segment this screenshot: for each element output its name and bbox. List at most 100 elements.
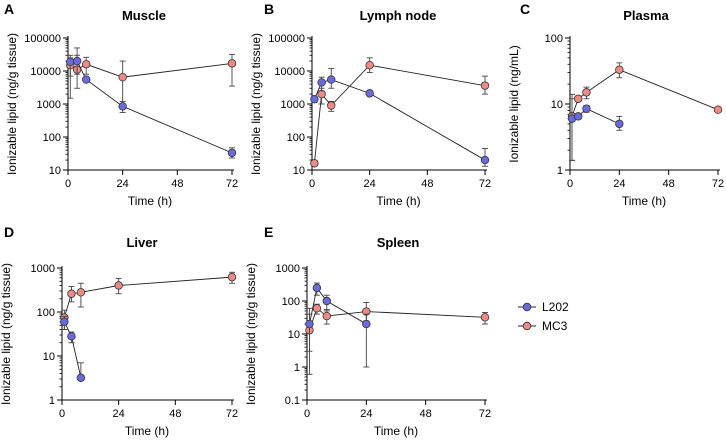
x-tick-label: 24 — [117, 178, 129, 190]
data-point — [227, 148, 237, 158]
legend-label: L202 — [542, 300, 569, 314]
y-tick-label: 10 — [293, 165, 305, 177]
data-point — [76, 288, 86, 297]
series-line — [571, 69, 719, 117]
x-tick-label: 0 — [304, 408, 310, 420]
x-axis-label: Time (h) — [374, 424, 418, 438]
y-tick-label: 10000 — [30, 66, 61, 78]
x-tick-label: 24 — [360, 408, 372, 420]
y-tick-label: 100 — [37, 307, 55, 319]
data-point — [582, 104, 591, 113]
panel-title: Liver — [126, 235, 157, 250]
x-tick-label: 24 — [113, 408, 125, 420]
y-tick-label: 100000 — [24, 33, 61, 45]
data-point — [582, 88, 591, 97]
y-tick-label: 1000 — [281, 99, 305, 111]
data-point — [118, 102, 127, 111]
y-tick-label: 100 — [287, 132, 305, 144]
data-point — [365, 60, 374, 70]
data-point — [312, 283, 322, 293]
y-axis-label: Ionizable lipid (ng/g tissue) — [244, 263, 258, 405]
y-axis-label: Ionizable lipid (ng/g tissue) — [0, 263, 13, 405]
data-point — [67, 332, 76, 341]
panel-letter: D — [4, 224, 14, 240]
x-tick-label: 0 — [59, 408, 65, 420]
y-tick-label: 1 — [49, 395, 55, 407]
data-point — [362, 319, 371, 329]
y-tick-label: 1000 — [31, 263, 55, 275]
data-point — [118, 72, 127, 82]
series-line — [63, 321, 82, 378]
data-point — [76, 373, 86, 382]
y-tick-label: 10 — [43, 351, 55, 363]
panel-letter: B — [264, 1, 274, 17]
series-l202 — [310, 67, 490, 167]
panel-a: A Muscle 10 100 1000 10000 100000 0 24 48 72 Time (… — [4, 1, 238, 208]
data-point — [305, 319, 314, 329]
series-l202 — [60, 315, 86, 382]
y-tick-label: 10 — [551, 99, 563, 111]
y-tick-label: 1000 — [276, 263, 300, 275]
series-mc3 — [66, 47, 237, 105]
x-tick-label: 24 — [613, 178, 625, 190]
y-tick-label: 100 — [282, 296, 300, 308]
series-line — [63, 276, 233, 318]
data-point — [365, 89, 374, 98]
y-tick-label: 1 — [294, 362, 300, 374]
data-point — [322, 311, 331, 321]
y-tick-label: 10 — [288, 329, 300, 341]
series-mc3 — [567, 62, 723, 161]
x-tick-label: 0 — [309, 178, 315, 190]
x-axis-label: Time (h) — [622, 194, 666, 208]
series-line — [309, 286, 367, 325]
legend-label: MC3 — [542, 319, 568, 333]
y-tick-label: 1 — [557, 165, 563, 177]
data-point — [312, 304, 322, 313]
x-axis-label: Time (h) — [376, 194, 420, 208]
panel-title: Lymph node — [360, 8, 437, 23]
x-tick-label: 72 — [712, 178, 724, 190]
x-tick-label: 0 — [567, 178, 573, 190]
y-tick-label: 10 — [49, 165, 61, 177]
series-line — [70, 62, 233, 78]
panel-title: Spleen — [377, 235, 420, 250]
series-line — [313, 79, 486, 161]
data-point — [317, 78, 326, 87]
series-mc3 — [310, 57, 490, 168]
series-l202 — [66, 54, 237, 159]
y-tick-label: 0.1 — [285, 395, 300, 407]
x-tick-label: 48 — [171, 178, 183, 190]
data-point — [227, 59, 237, 68]
data-point — [60, 317, 69, 326]
x-tick-label: 72 — [479, 408, 491, 420]
x-tick-label: 48 — [420, 408, 432, 420]
x-tick-label: 48 — [169, 408, 181, 420]
data-point — [227, 272, 237, 282]
series-line — [70, 60, 233, 154]
data-point — [317, 89, 326, 99]
data-point — [480, 155, 490, 165]
data-point — [574, 94, 583, 103]
y-axis-label: Ionizable lipid (ng/g tissue) — [249, 33, 263, 175]
legend-marker — [522, 321, 532, 331]
data-point — [713, 105, 723, 114]
panel-c: C Plasma 1 10 100 0 24 48 72 Time (h) Ionizable li… — [507, 1, 724, 208]
x-axis-label: Time (h) — [125, 424, 169, 438]
series-l202 — [567, 93, 624, 161]
series-mc3 — [305, 302, 490, 352]
x-tick-label: 48 — [663, 178, 675, 190]
panel-d: D Liver 1 10 100 1000 0 24 48 72 Time (h) Ionizable… — [0, 224, 238, 438]
y-axis-label: Ionizable lipid (ng/mL) — [507, 45, 521, 162]
x-axis-label: Time (h) — [128, 194, 172, 208]
data-point — [480, 313, 490, 322]
y-tick-label: 100000 — [268, 33, 305, 45]
data-point — [480, 81, 490, 90]
x-tick-label: 72 — [226, 408, 238, 420]
x-tick-label: 48 — [421, 178, 433, 190]
y-axis-label: Ionizable lipid (ng/g tissue) — [5, 33, 19, 175]
data-point — [327, 75, 336, 84]
y-tick-label: 100 — [43, 132, 61, 144]
data-point — [574, 112, 583, 121]
